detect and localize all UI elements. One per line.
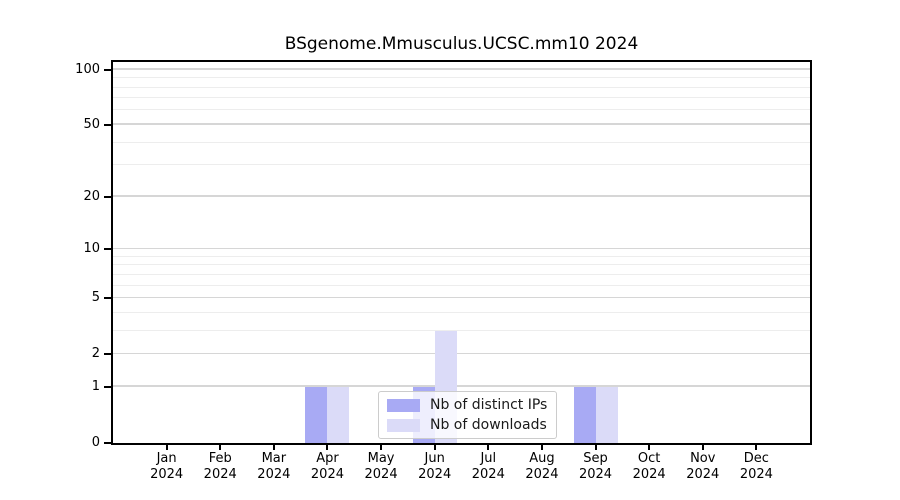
chart-title: BSgenome.Mmusculus.UCSC.mm10 2024 — [284, 34, 639, 54]
x-tick — [326, 445, 329, 450]
x-tick — [540, 445, 543, 450]
x-tick — [165, 445, 168, 450]
y-tick-label: 5 — [91, 290, 100, 306]
y-minor-gridline — [113, 255, 810, 257]
y-gridline — [113, 68, 810, 70]
y-minor-gridline — [113, 273, 810, 275]
y-tick-label: 20 — [83, 188, 100, 204]
y-tick — [104, 123, 111, 126]
y-tick — [104, 385, 111, 388]
x-tick-label: Jun 2024 — [418, 451, 452, 482]
y-tick-label: 1 — [91, 378, 100, 394]
y-minor-gridline — [113, 86, 810, 88]
y-gridline — [113, 123, 810, 125]
y-tick — [104, 195, 111, 198]
x-tick-label: Apr 2024 — [310, 451, 344, 482]
legend-item-downloads: Nb of downloads — [387, 417, 547, 433]
y-tick-label: 2 — [91, 346, 100, 362]
y-gridline — [113, 247, 810, 250]
x-tick — [755, 445, 758, 450]
y-tick-label: 10 — [83, 241, 100, 257]
x-tick-label: Sep 2024 — [578, 451, 613, 482]
bar-downloads — [327, 386, 350, 443]
legend: Nb of distinct IPs Nb of downloads — [378, 391, 558, 439]
legend-item-distinct-ips: Nb of distinct IPs — [387, 397, 547, 413]
y-tick — [104, 248, 111, 251]
bar-distinct-ips — [573, 386, 596, 443]
y-tick-label: 100 — [75, 61, 100, 77]
legend-label-distinct-ips: Nb of distinct IPs — [430, 397, 548, 413]
y-minor-gridline — [113, 329, 810, 331]
x-tick-label: Feb 2024 — [203, 451, 237, 482]
y-minor-gridline — [113, 77, 810, 79]
bar-downloads — [595, 386, 618, 443]
y-minor-gridline — [113, 141, 810, 143]
legend-swatch-downloads — [387, 418, 420, 432]
y-tick-label: 0 — [91, 435, 100, 450]
y-tick — [104, 442, 111, 444]
y-tick — [104, 297, 111, 300]
y-gridline — [113, 352, 810, 355]
bar-distinct-ips — [305, 386, 328, 443]
x-tick-label: Jan 2024 — [150, 451, 184, 482]
y-minor-gridline — [113, 97, 810, 99]
legend-swatch-distinct-ips — [387, 398, 420, 412]
x-tick-label: Mar 2024 — [257, 451, 291, 482]
y-gridline — [113, 296, 810, 299]
x-tick — [219, 445, 222, 450]
x-tick — [594, 445, 597, 450]
x-tick — [648, 445, 651, 450]
x-tick — [380, 445, 383, 450]
y-minor-gridline — [113, 264, 810, 266]
y-gridline — [113, 195, 810, 197]
y-minor-gridline — [113, 164, 810, 166]
x-tick — [433, 445, 436, 450]
plot-area: 0 1 2 5 10 20 50 100 Jan 2024 Feb 2024 Mar 2024 Apr 202… — [75, 60, 812, 482]
x-tick-label: Oct 2024 — [632, 451, 666, 482]
x-tick-label: Dec 2024 — [739, 451, 773, 482]
y-minor-gridline — [113, 284, 810, 286]
y-tick-label: 50 — [83, 116, 100, 132]
y-gridline — [113, 385, 810, 387]
x-tick — [487, 445, 490, 450]
y-minor-gridline — [113, 109, 810, 111]
x-tick-label: May 2024 — [364, 451, 398, 482]
x-tick-label: Nov 2024 — [686, 451, 720, 482]
legend-label-downloads: Nb of downloads — [430, 417, 547, 433]
y-minor-gridline — [113, 311, 810, 313]
y-tick — [104, 68, 111, 71]
x-tick-label: Jul 2024 — [471, 451, 505, 482]
x-tick — [272, 445, 275, 450]
x-tick-label: Aug 2024 — [525, 451, 559, 482]
y-tick — [104, 353, 111, 356]
x-tick — [701, 445, 704, 450]
